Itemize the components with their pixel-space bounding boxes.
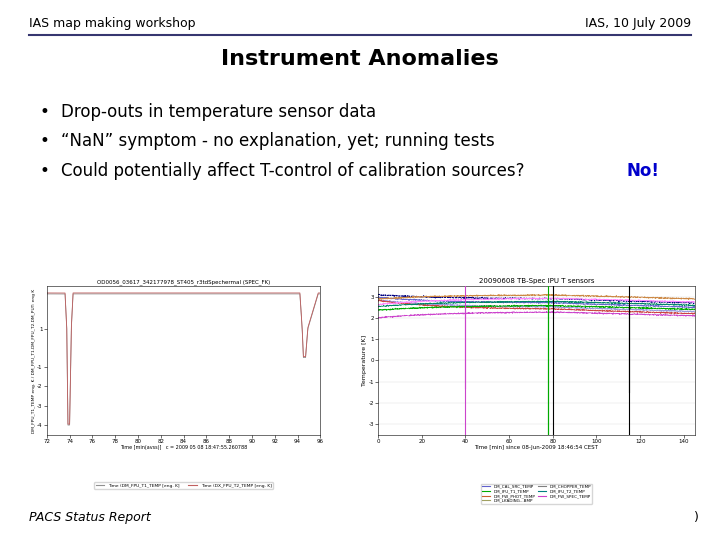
Text: ): )	[693, 511, 698, 524]
Y-axis label: Temperature [K]: Temperature [K]	[362, 335, 367, 386]
Text: No!: No!	[626, 162, 660, 180]
X-axis label: Time [min] since 08-Jun-2009 18:46:54 CEST: Time [min] since 08-Jun-2009 18:46:54 CE…	[474, 446, 598, 450]
Legend: Time (DM_FPU_T1_TEMP [eng. K], Time (DX_FPU_T2_TEMP [eng. K]: Time (DM_FPU_T1_TEMP [eng. K], Time (DX_…	[94, 482, 273, 489]
Text: IAS, 10 July 2009: IAS, 10 July 2009	[585, 17, 691, 30]
Legend: DM_CAL_SRC_TEMP, DM_IFU_T1_TEMP, DM_FW_PHOT_TEMP, DM_LKADING...BMP, DM_CHOPPER_T: DM_CAL_SRC_TEMP, DM_IFU_T1_TEMP, DM_FW_P…	[481, 483, 592, 504]
Text: PACS Status Report: PACS Status Report	[29, 511, 150, 524]
Y-axis label: DM_FPU_T1_TEMP eng. K / DM_FPU_T1.DM_FPU_T2.DM_PUT: eng K: DM_FPU_T1_TEMP eng. K / DM_FPU_T1.DM_FPU…	[32, 288, 36, 433]
Text: •: •	[40, 162, 50, 180]
Text: Drop-outs in temperature sensor data: Drop-outs in temperature sensor data	[61, 103, 377, 120]
Text: IAS map making workshop: IAS map making workshop	[29, 17, 195, 30]
Text: •: •	[40, 132, 50, 150]
Title: 20090608 TB-Spec IPU T sensors: 20090608 TB-Spec IPU T sensors	[479, 279, 594, 285]
Text: “NaN” symptom - no explanation, yet; running tests: “NaN” symptom - no explanation, yet; run…	[61, 132, 495, 150]
Title: OD0056_03617_342177978_ST405_r3tdSpechermal (SPEC_FK): OD0056_03617_342177978_ST405_r3tdSpecher…	[97, 279, 270, 285]
Text: Instrument Anomalies: Instrument Anomalies	[221, 49, 499, 69]
X-axis label: Time [min(avss)]   c = 2009 05 08 18:47:55.260788: Time [min(avss)] c = 2009 05 08 18:47:55…	[120, 446, 247, 450]
Text: Could potentially affect T-control of calibration sources?: Could potentially affect T-control of ca…	[61, 162, 530, 180]
Text: •: •	[40, 103, 50, 120]
